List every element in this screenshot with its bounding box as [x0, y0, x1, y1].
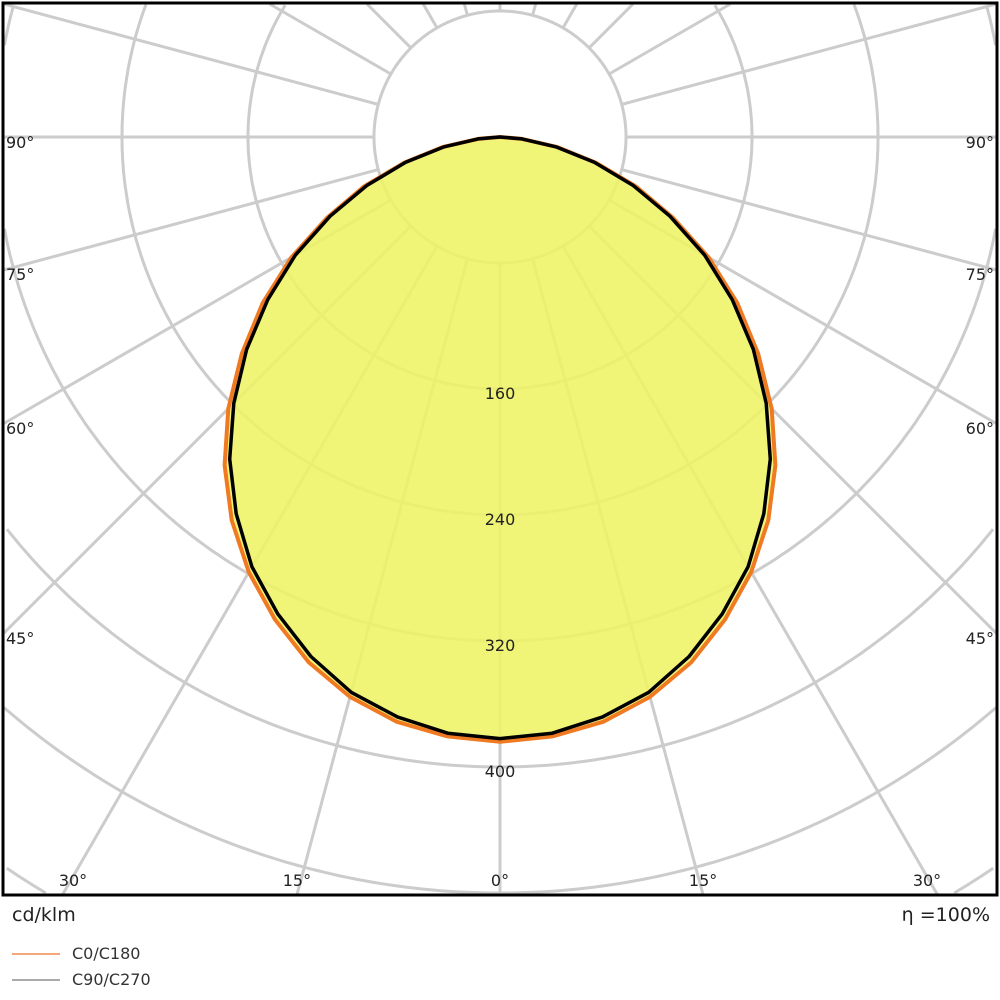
angle-label: 60° — [966, 419, 994, 438]
grid-spoke — [365, 2, 412, 49]
angle-label: 60° — [6, 419, 34, 438]
legend-swatch — [12, 952, 60, 955]
grid-spoke — [608, 2, 732, 76]
angle-label: 45° — [966, 629, 994, 648]
grid-spoke — [531, 3, 538, 16]
efficiency-label: η =100% — [901, 904, 990, 926]
angle-label: 15° — [283, 871, 311, 890]
grid-spoke — [621, 2, 997, 106]
ring-label: 240 — [485, 510, 516, 529]
series-c0-c180 — [222, 135, 778, 744]
grid-spoke — [268, 2, 392, 76]
grid-spoke — [421, 3, 439, 29]
ring-label: 400 — [485, 762, 516, 781]
light-distribution-fill — [224, 137, 776, 742]
unit-label: cd/klm — [12, 904, 76, 926]
grid-spoke — [561, 3, 579, 29]
legend-swatch — [12, 978, 60, 981]
ring-label: 160 — [485, 384, 516, 403]
grid-spoke — [588, 2, 635, 49]
legend-item-c0: C0/C180 — [12, 944, 140, 963]
ring-label: 320 — [485, 636, 516, 655]
legend-item-c90: C90/C270 — [12, 970, 151, 989]
angle-label: 0° — [491, 871, 509, 890]
angle-label: 75° — [966, 265, 994, 284]
plot-frame — [1, 1, 999, 897]
grid-spoke — [462, 3, 469, 16]
angle-label: 30° — [913, 871, 941, 890]
curves — [222, 135, 778, 744]
angle-label: 90° — [966, 133, 994, 152]
angle-label: 75° — [6, 265, 34, 284]
grid-spoke — [3, 2, 379, 106]
angle-label: 30° — [59, 871, 87, 890]
legend-label: C90/C270 — [72, 970, 151, 989]
angle-label: 15° — [689, 871, 717, 890]
legend-label: C0/C180 — [72, 944, 141, 963]
angle-labels: 90° 75° 60° 45° 90° 75° 60° 45° 30° 15° 0° 15° 30° — [6, 133, 994, 890]
angle-label: 90° — [6, 133, 34, 152]
ring-labels: 160 240 320 400 — [485, 384, 516, 781]
series-c90-c270 — [227, 135, 773, 741]
grid-ring — [5, 866, 995, 895]
grid-spoke — [621, 168, 997, 272]
grid-spoke — [3, 168, 379, 272]
angle-label: 45° — [6, 629, 34, 648]
